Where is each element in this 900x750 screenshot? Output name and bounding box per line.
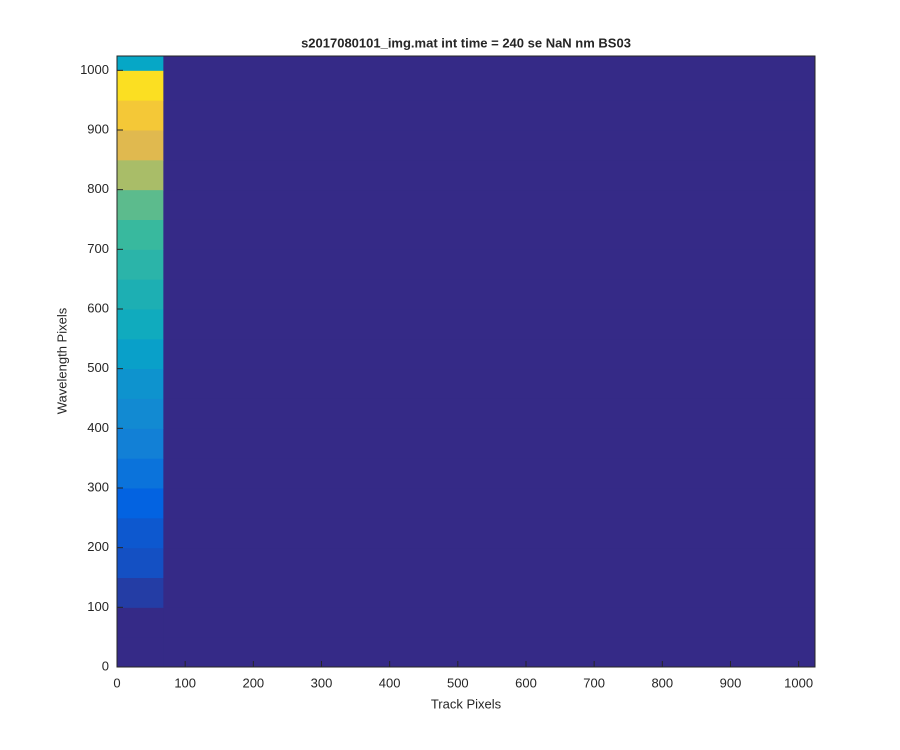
heatmap-cell xyxy=(117,487,164,519)
heatmap-cell xyxy=(117,189,164,220)
heatmap-cell xyxy=(163,100,816,131)
y-tick-label: 900 xyxy=(87,121,109,136)
heatmap-cell xyxy=(117,70,164,101)
heatmap-cell xyxy=(163,607,816,638)
heatmap-cell xyxy=(117,547,164,578)
heatmap-cell xyxy=(163,398,816,429)
x-tick-label: 700 xyxy=(583,675,605,690)
heatmap-cell xyxy=(117,607,164,638)
heatmap-cell xyxy=(117,100,164,131)
heatmap-cell xyxy=(117,338,164,370)
y-axis-label: Wavelength Pixels xyxy=(54,307,69,414)
heatmap-cell xyxy=(163,249,816,280)
heatmap-cell xyxy=(163,56,816,71)
y-tick-label: 600 xyxy=(87,300,109,315)
heatmap-cell xyxy=(117,279,164,310)
heatmap-cell xyxy=(163,547,816,578)
heatmap-cell xyxy=(163,458,816,489)
heatmap-cell xyxy=(117,308,164,340)
x-tick-label: 500 xyxy=(447,675,469,690)
heatmap-cell xyxy=(117,368,164,399)
x-tick-label: 1000 xyxy=(784,675,813,690)
y-tick-label: 800 xyxy=(87,181,109,196)
y-tick-label: 1000 xyxy=(80,62,109,77)
heatmap-cell xyxy=(117,517,164,549)
y-tick-label: 100 xyxy=(87,599,109,614)
heatmap-cell xyxy=(117,249,164,280)
heatmap-cell xyxy=(163,428,816,459)
heatmap-cell xyxy=(117,219,164,250)
heatmap-cell xyxy=(163,368,816,399)
heatmap-cell xyxy=(117,129,164,161)
x-tick-label: 300 xyxy=(311,675,333,690)
x-tick-label: 800 xyxy=(651,675,673,690)
heatmap-cell xyxy=(163,487,816,519)
heatmap-cell xyxy=(163,70,816,101)
y-tick-label: 500 xyxy=(87,360,109,375)
heatmap-cell xyxy=(117,398,164,429)
x-axis-label: Track Pixels xyxy=(431,696,502,711)
heatmap-cell xyxy=(163,338,816,370)
heatmap-cell xyxy=(163,159,816,191)
heatmap-cell xyxy=(163,279,816,310)
x-tick-label: 0 xyxy=(113,675,120,690)
heatmap-cell xyxy=(117,159,164,191)
heatmap-cell xyxy=(163,129,816,161)
heatmap-cell xyxy=(163,517,816,549)
heatmap-cell xyxy=(117,577,164,608)
y-tick-label: 300 xyxy=(87,479,109,494)
heatmap-cell xyxy=(117,56,164,71)
heatmap-cell xyxy=(163,637,816,668)
chart-title: s2017080101_img.mat int time = 240 se Na… xyxy=(301,35,631,50)
heatmap-cell xyxy=(117,428,164,459)
x-tick-label: 600 xyxy=(515,675,537,690)
y-tick-label: 0 xyxy=(102,658,109,673)
heatmap-cell xyxy=(163,219,816,250)
x-tick-label: 900 xyxy=(720,675,742,690)
heatmap-cell xyxy=(163,577,816,608)
heatmap-cell xyxy=(117,458,164,489)
y-tick-label: 200 xyxy=(87,539,109,554)
heatmap-cell xyxy=(117,637,164,668)
axes-box xyxy=(116,55,816,668)
heatmap-cell xyxy=(163,308,816,340)
heatmap-cell xyxy=(163,189,816,220)
y-tick-label: 700 xyxy=(87,241,109,256)
y-tick-label: 400 xyxy=(87,420,109,435)
x-tick-label: 100 xyxy=(174,675,196,690)
x-tick-label: 200 xyxy=(242,675,264,690)
x-tick-label: 400 xyxy=(379,675,401,690)
